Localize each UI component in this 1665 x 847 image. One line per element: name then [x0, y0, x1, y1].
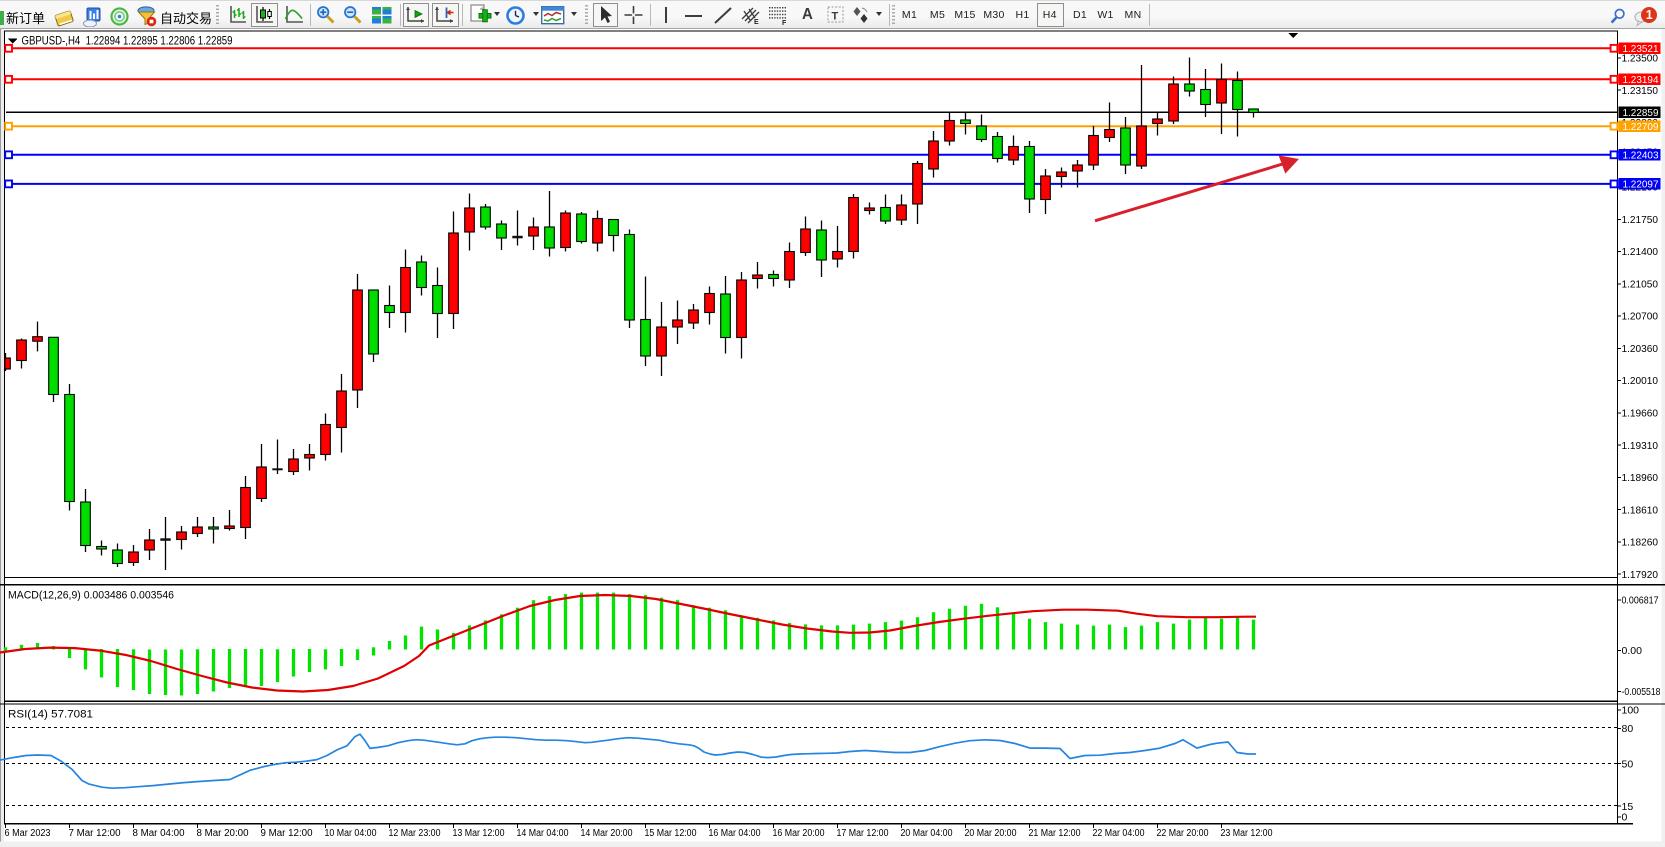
- svg-text:1.18610: 1.18610: [1622, 504, 1659, 516]
- svg-text:22 Mar 04:00: 22 Mar 04:00: [1093, 828, 1145, 839]
- svg-text:100: 100: [1622, 705, 1640, 717]
- svg-text:1.23521: 1.23521: [1623, 43, 1659, 55]
- svg-text:8 Mar 04:00: 8 Mar 04:00: [133, 828, 185, 839]
- svg-text:1.18260: 1.18260: [1622, 537, 1659, 549]
- svg-text:RSI(14) 57.7081: RSI(14) 57.7081: [8, 709, 93, 721]
- svg-text:14 Mar 20:00: 14 Mar 20:00: [581, 828, 633, 839]
- svg-text:1.22403: 1.22403: [1623, 150, 1659, 162]
- svg-text:13 Mar 12:00: 13 Mar 12:00: [453, 828, 505, 839]
- svg-text:1.23194: 1.23194: [1623, 74, 1659, 86]
- svg-text:1.21750: 1.21750: [1622, 214, 1659, 226]
- svg-text:22 Mar 20:00: 22 Mar 20:00: [1157, 828, 1209, 839]
- svg-text:15 Mar 12:00: 15 Mar 12:00: [645, 828, 697, 839]
- svg-text:21 Mar 12:00: 21 Mar 12:00: [1029, 828, 1081, 839]
- svg-text:10 Mar 04:00: 10 Mar 04:00: [325, 828, 377, 839]
- svg-text:1.19310: 1.19310: [1622, 440, 1659, 452]
- svg-text:1.19660: 1.19660: [1622, 408, 1659, 420]
- svg-text:12 Mar 23:00: 12 Mar 23:00: [389, 828, 441, 839]
- svg-text:7 Mar 12:00: 7 Mar 12:00: [69, 828, 121, 839]
- svg-text:15: 15: [1622, 801, 1634, 813]
- svg-text:0.00: 0.00: [1622, 645, 1643, 657]
- svg-text:1.21050: 1.21050: [1622, 278, 1659, 290]
- svg-text:1.20360: 1.20360: [1622, 343, 1659, 355]
- svg-text:1.21400: 1.21400: [1622, 246, 1659, 258]
- svg-text:1.23500: 1.23500: [1622, 53, 1659, 65]
- svg-text:1.22709: 1.22709: [1623, 121, 1659, 133]
- svg-text:E: E: [754, 19, 759, 26]
- svg-text:80: 80: [1622, 723, 1634, 735]
- svg-text:0: 0: [1622, 812, 1628, 824]
- svg-text:1.22097: 1.22097: [1623, 179, 1659, 191]
- svg-text:50: 50: [1622, 758, 1634, 770]
- svg-text:8 Mar 20:00: 8 Mar 20:00: [197, 828, 249, 839]
- svg-text:14 Mar 04:00: 14 Mar 04:00: [517, 828, 569, 839]
- svg-text:GBPUSD-,H4 1.22894 1.22895 1.: GBPUSD-,H4 1.22894 1.22895 1.22806 1.228…: [22, 34, 233, 48]
- svg-text:6 Mar 2023: 6 Mar 2023: [5, 828, 51, 839]
- svg-text:MACD(12,26,9) 0.003486 0.00354: MACD(12,26,9) 0.003486 0.003546: [8, 590, 174, 602]
- svg-text:1.18960: 1.18960: [1622, 472, 1659, 484]
- svg-text:9 Mar 12:00: 9 Mar 12:00: [261, 828, 313, 839]
- svg-text:20 Mar 04:00: 20 Mar 04:00: [901, 828, 953, 839]
- svg-text:17 Mar 12:00: 17 Mar 12:00: [837, 828, 889, 839]
- svg-text:1.20700: 1.20700: [1622, 311, 1659, 323]
- svg-text:T: T: [832, 11, 839, 23]
- svg-text:16 Mar 20:00: 16 Mar 20:00: [773, 828, 825, 839]
- svg-text:1.17920: 1.17920: [1622, 569, 1659, 581]
- svg-text:0.006817: 0.006817: [1622, 594, 1659, 606]
- svg-text:23 Mar 12:00: 23 Mar 12:00: [1221, 828, 1273, 839]
- svg-text:1.23150: 1.23150: [1622, 85, 1659, 97]
- svg-text:-0.005518: -0.005518: [1622, 686, 1661, 698]
- svg-text:F: F: [782, 20, 787, 26]
- svg-text:16 Mar 04:00: 16 Mar 04:00: [709, 828, 761, 839]
- svg-text:1.20010: 1.20010: [1622, 375, 1659, 387]
- svg-text:20 Mar 20:00: 20 Mar 20:00: [965, 828, 1017, 839]
- svg-text:1.22859: 1.22859: [1623, 107, 1659, 119]
